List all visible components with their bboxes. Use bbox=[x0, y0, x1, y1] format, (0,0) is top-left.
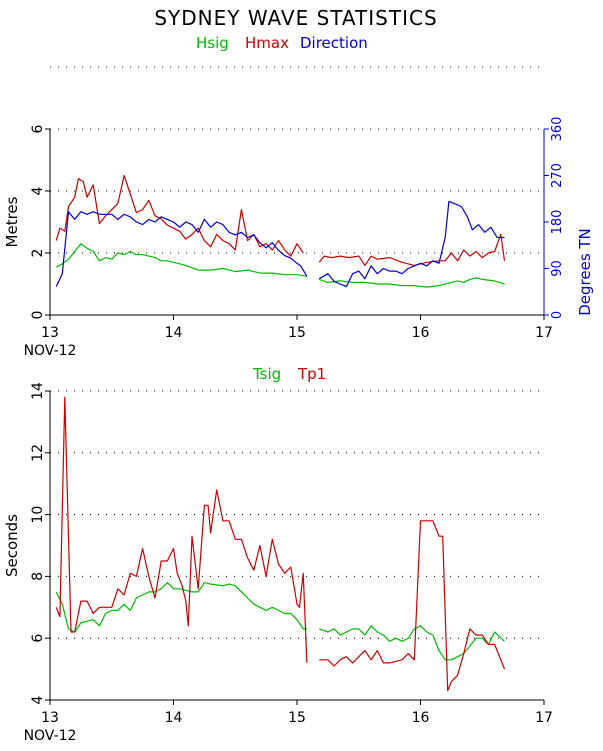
y-tick-label: 4 bbox=[30, 186, 46, 195]
series-hsig-line bbox=[319, 277, 505, 288]
bottom-legend: Tsig Tp1 bbox=[252, 365, 326, 383]
x-tick-label: 13 bbox=[41, 325, 59, 341]
series-tsig-line bbox=[318, 625, 505, 661]
y-tick-label: 14 bbox=[30, 382, 46, 400]
series-hsig-line bbox=[55, 243, 307, 277]
bottom-chart: 4 6 8 10 12 14 13 14 15 16 17 NOV-12 Seconds bbox=[3, 382, 553, 744]
y-tick-label: 2 bbox=[30, 249, 46, 258]
y-tick-label: 4 bbox=[30, 695, 46, 704]
y2-tick-label: 180 bbox=[550, 210, 565, 235]
legend-direction: Direction bbox=[300, 34, 368, 52]
x-tick-label: 14 bbox=[165, 325, 183, 341]
x-tick-label: 17 bbox=[535, 325, 553, 341]
legend-hmax: Hmax bbox=[245, 34, 289, 52]
x-tick-label: 15 bbox=[288, 325, 306, 341]
y2-tick-label: 0 bbox=[550, 311, 565, 319]
legend-hsig: Hsig bbox=[196, 34, 229, 52]
y-tick-label: 10 bbox=[30, 506, 46, 524]
y2-axis-label: Degrees TN bbox=[576, 228, 594, 316]
y2-tick-label: 360 bbox=[550, 117, 565, 142]
series-hmax-line bbox=[318, 233, 506, 266]
x-date-label: NOV-12 bbox=[24, 343, 77, 359]
x-tick-label: 13 bbox=[41, 710, 59, 726]
y-axis-label: Seconds bbox=[3, 514, 21, 577]
chart-title: SYDNEY WAVE STATISTICS bbox=[154, 6, 437, 30]
y2-tick-label: 270 bbox=[550, 163, 565, 188]
y-tick-label: 8 bbox=[30, 572, 46, 581]
x-date-label: NOV-12 bbox=[24, 728, 77, 744]
series-tp1-line bbox=[319, 520, 506, 692]
y2-tick-label: 90 bbox=[550, 260, 565, 277]
x-tick-label: 17 bbox=[535, 710, 553, 726]
x-tick-label: 16 bbox=[412, 710, 430, 726]
x-tick-label: 14 bbox=[165, 710, 183, 726]
y-tick-label: 12 bbox=[30, 444, 46, 462]
y-tick-label: 6 bbox=[30, 634, 46, 643]
legend-tp1: Tp1 bbox=[297, 365, 326, 383]
x-tick-label: 16 bbox=[412, 325, 430, 341]
series-tsig-line bbox=[55, 581, 307, 633]
legend-tsig: Tsig bbox=[252, 365, 281, 383]
top-chart: 0 2 4 6 13 14 15 16 17 NOV-12 Metres 0 90 180 270 360 De… bbox=[3, 66, 594, 359]
series-direction-line bbox=[55, 211, 308, 287]
y-tick-label: 0 bbox=[30, 311, 46, 320]
y-tick-label: 6 bbox=[30, 124, 46, 133]
y-axis-label: Metres bbox=[3, 196, 21, 247]
x-tick-label: 15 bbox=[288, 710, 306, 726]
series-direction-line bbox=[318, 200, 505, 288]
top-legend: Hsig Hmax Direction bbox=[196, 34, 368, 52]
series-tp1-line bbox=[55, 396, 308, 663]
series-hmax-line bbox=[55, 174, 304, 257]
